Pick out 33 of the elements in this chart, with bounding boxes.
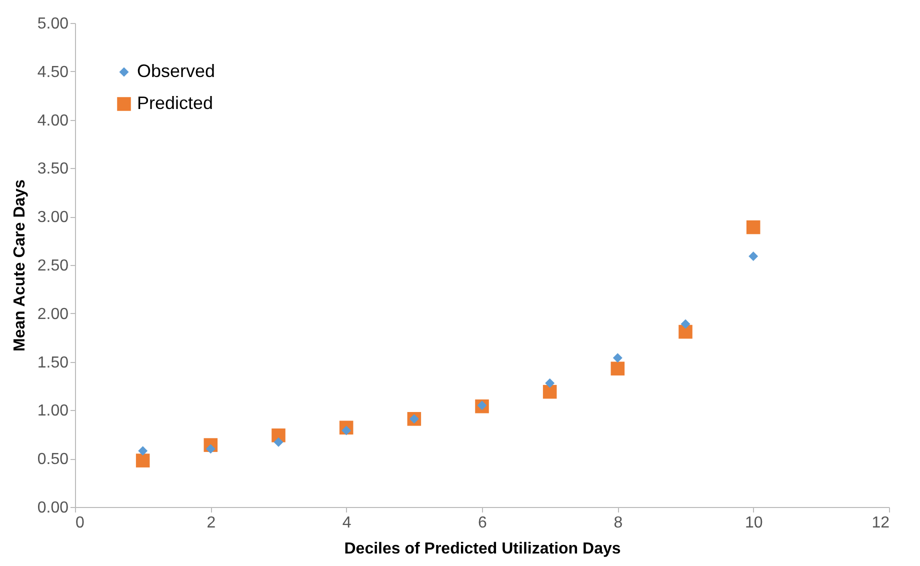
y-tick-label: 0.00	[37, 500, 69, 516]
legend-label: Predicted	[137, 93, 214, 113]
y-tick-label: 4.00	[37, 112, 69, 130]
x-tick-label: 0	[76, 514, 84, 532]
y-tick-label: 3.00	[37, 209, 69, 226]
y-tick-label: 4.50	[37, 64, 69, 81]
point	[612, 353, 622, 363]
y-tick-label: 1.00	[37, 402, 69, 420]
x-tick-label: 10	[744, 514, 763, 532]
x-tick-label: 4	[342, 514, 352, 532]
x-tick-label: 6	[478, 514, 488, 532]
y-tick-label: 3.50	[37, 160, 69, 178]
x-tick-label: 2	[206, 514, 216, 532]
y-tick-label: 0.50	[37, 451, 69, 468]
point	[542, 384, 557, 399]
point	[748, 252, 758, 262]
point	[746, 220, 760, 234]
x-axis-title: Deciles of Predicted Utilization Days	[344, 540, 621, 558]
legend-label: Observed	[137, 61, 216, 81]
y-tick-label: 1.50	[37, 354, 69, 372]
point	[274, 437, 284, 447]
point	[136, 454, 150, 468]
point	[545, 378, 555, 388]
point	[678, 324, 692, 339]
point	[138, 446, 148, 456]
point	[680, 319, 690, 329]
point	[610, 362, 625, 376]
y-tick-label: 2.50	[37, 258, 69, 274]
x-tick-label: 12	[872, 514, 890, 532]
y-tick-label: 2.00	[37, 306, 69, 323]
x-tick-label: 8	[614, 514, 623, 532]
y-tick-label: 5.00	[37, 16, 69, 32]
y-axis-title: Mean Acute Care Days	[11, 179, 28, 352]
